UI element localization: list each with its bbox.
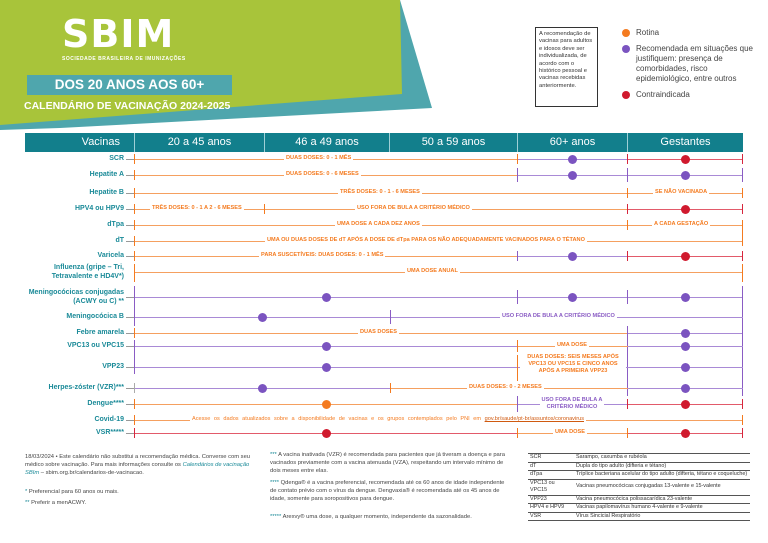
footnote-3: *** A vacina inativada (VZR) é recomenda… (270, 452, 505, 474)
row-text-vpc13: UMA DOSE (555, 342, 589, 349)
dose-dot-recomendada (322, 293, 331, 302)
row-text-scr: DUAS DOSES: 0 - 1 MÊS (284, 155, 354, 162)
vaccine-label-vsr: VSR***** (95, 429, 124, 436)
row-text-dtpa: UMA DOSE A CADA DEZ ANOS (335, 221, 422, 228)
dose-dot-recomendada (258, 384, 267, 393)
purple-dot-icon (622, 45, 630, 53)
row-text-vsr: UMA DOSE (553, 429, 587, 436)
glossary-row: dT Dupla do tipo adulto (difteria e tétan… (528, 462, 750, 472)
glossary-row: SCR Sarampo, caxumba e rubéola (528, 453, 750, 463)
dose-dot-recomendada (568, 171, 577, 180)
dose-dot-contraindicada (681, 205, 690, 214)
vaccine-label-influenza: Influenza (gripe – Tri, Tetravalente e H… (51, 264, 124, 280)
vaccine-label-hepatite-b: Hepatite B (89, 189, 124, 196)
glossary-row: VPP23 Vacina pneumocócica polissacarídica… (528, 495, 750, 505)
vaccine-label-hepatite-a: Hepatite A (89, 171, 124, 178)
vaccine-label-covid: Covid-19 (94, 416, 124, 423)
vaccine-label-varicela: Varicela (97, 252, 124, 259)
disclaimer: 18/03/2024 • Este calendário não substit… (25, 454, 251, 476)
sbim-logo: SBIM SOCIEDADE BRASILEIRA DE IMUNIZAÇÕES (62, 14, 202, 62)
row-text-influenza: UMA DOSE ANUAL (405, 268, 460, 275)
row-text-herpes: DUAS DOSES: 0 - 2 MESES (467, 384, 544, 391)
vaccine-label-vpp23: VPP23 (102, 363, 124, 370)
glossary-row: HPV4 e HPV9 Vacinas papilomavírus humano … (528, 503, 750, 513)
row-text-hepatite-b-gestantes: SE NÃO VACINADA (653, 189, 710, 196)
row-text-varicela: PARA SUSCETÍVEIS: DUAS DOSES: 0 - 1 MÊS (259, 252, 386, 259)
vaccine-label-dtpa: dTpa (107, 221, 124, 228)
dose-dot-contraindicada (681, 252, 690, 261)
page-subtitle: CALENDÁRIO DE VACINAÇÃO 2024-2025 (24, 100, 231, 112)
dose-dot-contraindicada (681, 400, 690, 409)
dose-dot-recomendada (568, 252, 577, 261)
vaccine-label-meningococicas: Meningocócicas conjugadas (ACWY ou C) ** (28, 289, 124, 305)
row-text-hepatite-a: DUAS DOSES: 0 - 6 MESES (284, 171, 361, 178)
column-header-gestantes: Gestantes (660, 136, 711, 148)
footnote-4: **** Qdenga® é a vacina preferencial, re… (270, 480, 505, 502)
dose-dot-recomendada (322, 363, 331, 372)
legend-item-recomendada: Recomendada em situações que justifiquem… (622, 44, 758, 84)
footnote-5: ***** Arexvy® uma dose, a qualquer momen… (270, 514, 472, 520)
glossary-table: SCR Sarampo, caxumba e rubéola dT Dupla do… (528, 453, 750, 522)
vaccine-label-febre-amarela: Febre amarela (76, 329, 124, 336)
vaccine-label-hpv: HPV4 ou HPV9 (74, 205, 124, 212)
row-text-hepatite-b: TRÊS DOSES: 0 - 1 - 6 MESES (338, 189, 422, 196)
logo-subtitle: SOCIEDADE BRASILEIRA DE IMUNIZAÇÕES (62, 56, 186, 62)
vaccine-label-dt: dT (115, 237, 124, 244)
dose-dot-recomendada (681, 342, 690, 351)
row-text-meningococica-b: USO FORA DE BULA A CRITÉRIO MÉDICO (500, 313, 617, 320)
row-text-dengue: USO FORA DE BULA A CRITÉRIO MÉDICO (540, 397, 604, 412)
footnote-1: * Preferencial para 60 anos ou mais. (25, 489, 119, 495)
table-header: Vacinas 20 a 45 anos 46 a 49 anos 50 a 5… (25, 133, 743, 152)
legend-item-rotina: Rotina (622, 28, 768, 38)
dose-dot-recomendada (568, 155, 577, 164)
column-header-50-59: 50 a 59 anos (390, 133, 518, 152)
dose-dot-recomendada (258, 313, 267, 322)
dose-dot-recomendada (681, 293, 690, 302)
column-header-60plus: 60+ anos (518, 133, 628, 152)
footnote-2: ** Preferir a menACWY. (25, 500, 87, 506)
row-text-hpv-off-label: USO FORA DE BULA A CRITÉRIO MÉDICO (355, 205, 472, 212)
column-header-20-45: 20 a 45 anos (135, 133, 265, 152)
row-text-vpp23: DUAS DOSES: SEIS MESES APÓS VPC13 OU VPC… (520, 354, 626, 376)
legend-item-contraindicada: Contraindicada (622, 90, 768, 100)
legend: Rotina Recomendada em situações que just… (622, 28, 768, 106)
calendarios-link[interactable]: Calendários de vacinação SBIm (25, 462, 250, 476)
dose-dot-recomendada (681, 363, 690, 372)
recommendation-note: A recomendação de vacinas para adultos e… (535, 27, 598, 107)
dose-dot-contraindicada (681, 429, 690, 438)
page-title: DOS 20 ANOS AOS 60+ (27, 75, 232, 95)
dose-dot-recomendada (681, 171, 690, 180)
red-dot-icon (622, 91, 630, 99)
dose-dot-rotina (322, 400, 331, 409)
glossary-row: VSR Vírus Sincicial Respiratório (528, 512, 750, 522)
vaccine-label-scr: SCR (109, 155, 124, 162)
covid-link[interactable]: gov.br/saude/pt-br/assuntos/coronavirus (484, 416, 584, 422)
row-text-febre-amarela: DUAS DOSES (358, 329, 399, 336)
header-background (0, 0, 432, 130)
orange-dot-icon (622, 29, 630, 37)
row-text-dt: UMA OU DUAS DOSES DE dT APÓS A DOSE DE d… (265, 237, 587, 244)
vaccine-label-dengue: Dengue**** (87, 400, 124, 407)
dose-dot-recomendada (568, 293, 577, 302)
glossary-row: dTpa Tríplice bacteriana acelular do tipo… (528, 470, 750, 480)
row-text-dtpa-gestantes: A CADA GESTAÇÃO (652, 221, 711, 228)
vaccine-label-herpes: Herpes-zóster (VZR)*** (48, 384, 124, 391)
dose-dot-contraindicada (681, 155, 690, 164)
row-text-hpv: TRÊS DOSES: 0 - 1 A 2 - 6 MESES (150, 205, 244, 212)
row-text-covid: Acesse os dados atualizados sobre a disp… (190, 416, 586, 423)
glossary-row: VPC13 ou VPC15 Vacinas pneumocócicas conj… (528, 479, 750, 496)
column-header-46-49: 46 a 49 anos (265, 133, 390, 152)
dose-dot-recomendada (681, 329, 690, 338)
column-header-vacinas: Vacinas (25, 133, 135, 152)
logo-text: SBIM (62, 12, 175, 56)
vaccine-label-vpc13: VPC13 ou VPC15 (67, 342, 124, 349)
dose-dot-recomendada (322, 342, 331, 351)
dose-dot-contraindicada (322, 429, 331, 438)
dose-dot-recomendada (681, 384, 690, 393)
vaccine-label-meningococica-b: Meningocócica B (66, 313, 124, 320)
